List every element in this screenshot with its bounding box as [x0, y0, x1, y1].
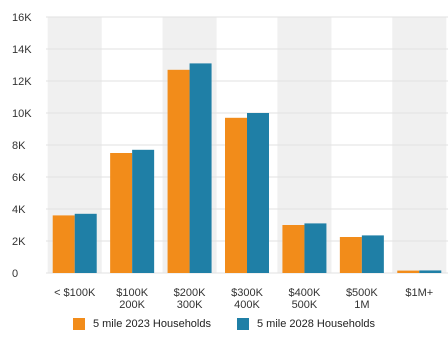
y-tick-label: 14K	[12, 44, 32, 56]
bar-2023[interactable]	[167, 69, 190, 273]
legend-swatch-2028	[237, 318, 249, 330]
bar-2023[interactable]	[282, 225, 305, 273]
bar-2023[interactable]	[225, 117, 247, 273]
legend-label-2028: 5 mile 2028 Households	[257, 318, 376, 330]
bar-2028[interactable]	[132, 149, 155, 273]
legend-item-2028[interactable]: 5 mile 2028 Households	[237, 318, 375, 330]
bar-2023[interactable]	[397, 270, 420, 273]
bar-2023[interactable]	[52, 215, 75, 273]
y-tick-label: 10K	[12, 108, 32, 120]
bar-2028[interactable]	[247, 113, 269, 273]
bar-2023[interactable]	[339, 237, 362, 273]
x-tick-label: $100K 200K	[116, 287, 148, 311]
y-tick-label: 0	[12, 268, 18, 280]
legend-label-2023: 5 mile 2023 Households	[92, 318, 211, 330]
bar-2028[interactable]	[361, 235, 384, 273]
bar-2028[interactable]	[419, 270, 442, 273]
bar-2028[interactable]	[189, 63, 212, 274]
y-tick-label: 2K	[12, 236, 26, 248]
y-tick-label: 6K	[12, 172, 26, 184]
bar-2028[interactable]	[304, 223, 327, 273]
x-tick-label: $500K 1M	[346, 287, 378, 311]
y-tick-label: 16K	[12, 12, 32, 24]
legend: 5 mile 2023 Households 5 mile 2028 House…	[0, 318, 448, 330]
x-tick-label: $400K 500K	[289, 287, 321, 311]
x-tick-label: < $100K	[54, 287, 96, 299]
legend-item-2023[interactable]: 5 mile 2023 Households	[72, 318, 211, 330]
legend-swatch-2023	[72, 318, 85, 330]
x-tick-label: $1M+	[405, 287, 433, 299]
x-tick-label: $300K 400K	[231, 287, 263, 311]
x-tick-label: $200K 300K	[174, 287, 206, 311]
y-tick-label: 4K	[12, 204, 26, 216]
y-tick-label: 12K	[12, 76, 32, 88]
bar-2028[interactable]	[74, 213, 97, 273]
y-tick-label: 8K	[12, 140, 26, 152]
bar-2023[interactable]	[110, 153, 133, 273]
